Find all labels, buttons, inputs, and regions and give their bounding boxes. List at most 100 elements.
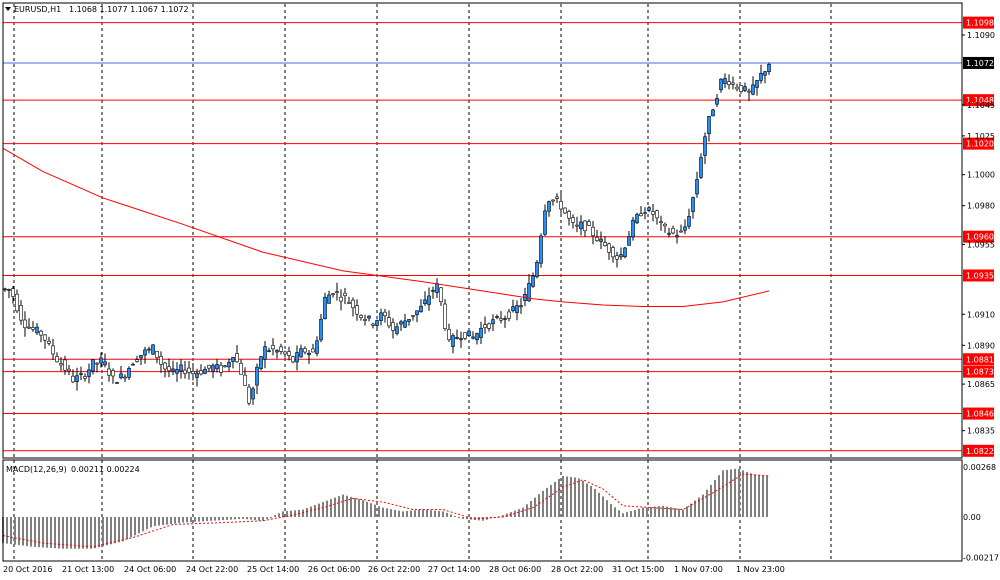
macd-bar (326, 500, 328, 517)
candle-body (167, 366, 171, 372)
macd-bar (134, 517, 136, 536)
macd-bar (414, 510, 416, 517)
macd-bar (314, 505, 316, 517)
candle-body (647, 207, 651, 211)
candle-body (411, 314, 415, 317)
candle-body (503, 318, 507, 320)
candle-body (371, 323, 375, 326)
price-axis: 1.1098 1.1048 1.1020 1.0960 1.0935 1.0881 1.08… (962, 16, 999, 562)
macd-bar (750, 473, 752, 517)
macd-bar (730, 469, 732, 517)
candle-body (451, 335, 455, 347)
candle-body (67, 368, 71, 372)
macd-bar (190, 517, 192, 523)
candle-body (139, 355, 143, 359)
macd-bar (686, 506, 688, 517)
level-price-label: 1.1098 (966, 19, 994, 28)
y-tick-label: 1.1000 (967, 171, 995, 180)
macd-bar (574, 477, 576, 517)
macd-signal-line (2, 473, 770, 548)
macd-bar (482, 517, 484, 521)
macd-bar (110, 517, 112, 545)
candle-body (379, 312, 383, 321)
candle-body (611, 247, 615, 258)
macd-bar (450, 514, 452, 517)
candle-body (599, 238, 603, 242)
macd-bar (286, 511, 288, 517)
candle-body (163, 362, 167, 370)
candle-body (223, 365, 227, 368)
candle-body (759, 72, 763, 81)
candle-body (695, 179, 699, 195)
macd-histogram (2, 468, 768, 549)
candle-body (563, 207, 567, 214)
macd-bar (766, 475, 768, 517)
macd-bar (682, 509, 684, 517)
level-price-label: 1.0822 (966, 447, 994, 456)
macd-bar (22, 517, 24, 546)
candle-body (547, 201, 551, 212)
level-price-label: 1.1020 (966, 140, 994, 149)
candle-body (651, 211, 655, 215)
macd-bar (162, 517, 164, 526)
macd-bar (366, 501, 368, 517)
x-tick-label: 25 Oct 14:00 (247, 565, 299, 574)
level-price-label: 1.0960 (966, 233, 994, 242)
level-price-label: 1.0873 (966, 368, 994, 377)
candle-body (231, 357, 235, 362)
candle-body (35, 326, 39, 334)
candle-body (355, 305, 359, 315)
macd-bar (250, 517, 252, 520)
candle-body (483, 324, 487, 328)
candle-body (351, 299, 355, 309)
y-tick-label: 1.1090 (967, 31, 995, 40)
candle-body (111, 370, 115, 377)
macd-bar (226, 517, 228, 520)
candle-body (711, 109, 715, 117)
candle-body (407, 319, 411, 322)
macd-bar (462, 517, 464, 519)
macd-bar (718, 475, 720, 517)
candle-body (403, 320, 407, 328)
y-tick-label: 1.0865 (967, 380, 995, 389)
candle-body (7, 289, 11, 291)
macd-bar (622, 513, 624, 517)
macd-y-tick-label: 0.00268 (963, 463, 996, 472)
macd-bar (650, 506, 652, 517)
candle-body (31, 327, 35, 330)
triangle-down-icon[interactable] (5, 7, 11, 11)
candle-body (767, 64, 771, 73)
macd-bar (66, 517, 68, 549)
candle-body (191, 371, 195, 375)
macd-bar (722, 470, 724, 517)
candle-body (531, 275, 535, 287)
macd-bar (658, 506, 660, 517)
macd-bar (42, 517, 44, 548)
macd-bar (202, 517, 204, 522)
candle-body (731, 82, 735, 85)
candle-body (479, 327, 483, 338)
macd-bar (98, 517, 100, 548)
x-tick-label: 28 Oct 06:00 (489, 565, 541, 574)
candle-body (235, 353, 239, 363)
candle-body (551, 199, 555, 202)
candle-body (739, 85, 743, 93)
macd-bar (418, 509, 420, 517)
level-price-label: 1.1048 (966, 96, 994, 105)
candle-body (675, 235, 679, 238)
macd-bar (262, 517, 264, 521)
macd-bar (302, 509, 304, 517)
candle-body (375, 320, 379, 326)
candle-body (263, 346, 267, 360)
macd-bar (410, 510, 412, 517)
macd-bar (566, 476, 568, 517)
candle-body (535, 261, 539, 278)
candle-body (595, 237, 599, 241)
candle-body (239, 362, 243, 375)
macd-bar (530, 500, 532, 517)
candle-body (199, 370, 203, 375)
candle-body (743, 86, 747, 91)
level-price-tag (963, 269, 994, 282)
macd-bar (86, 517, 88, 549)
